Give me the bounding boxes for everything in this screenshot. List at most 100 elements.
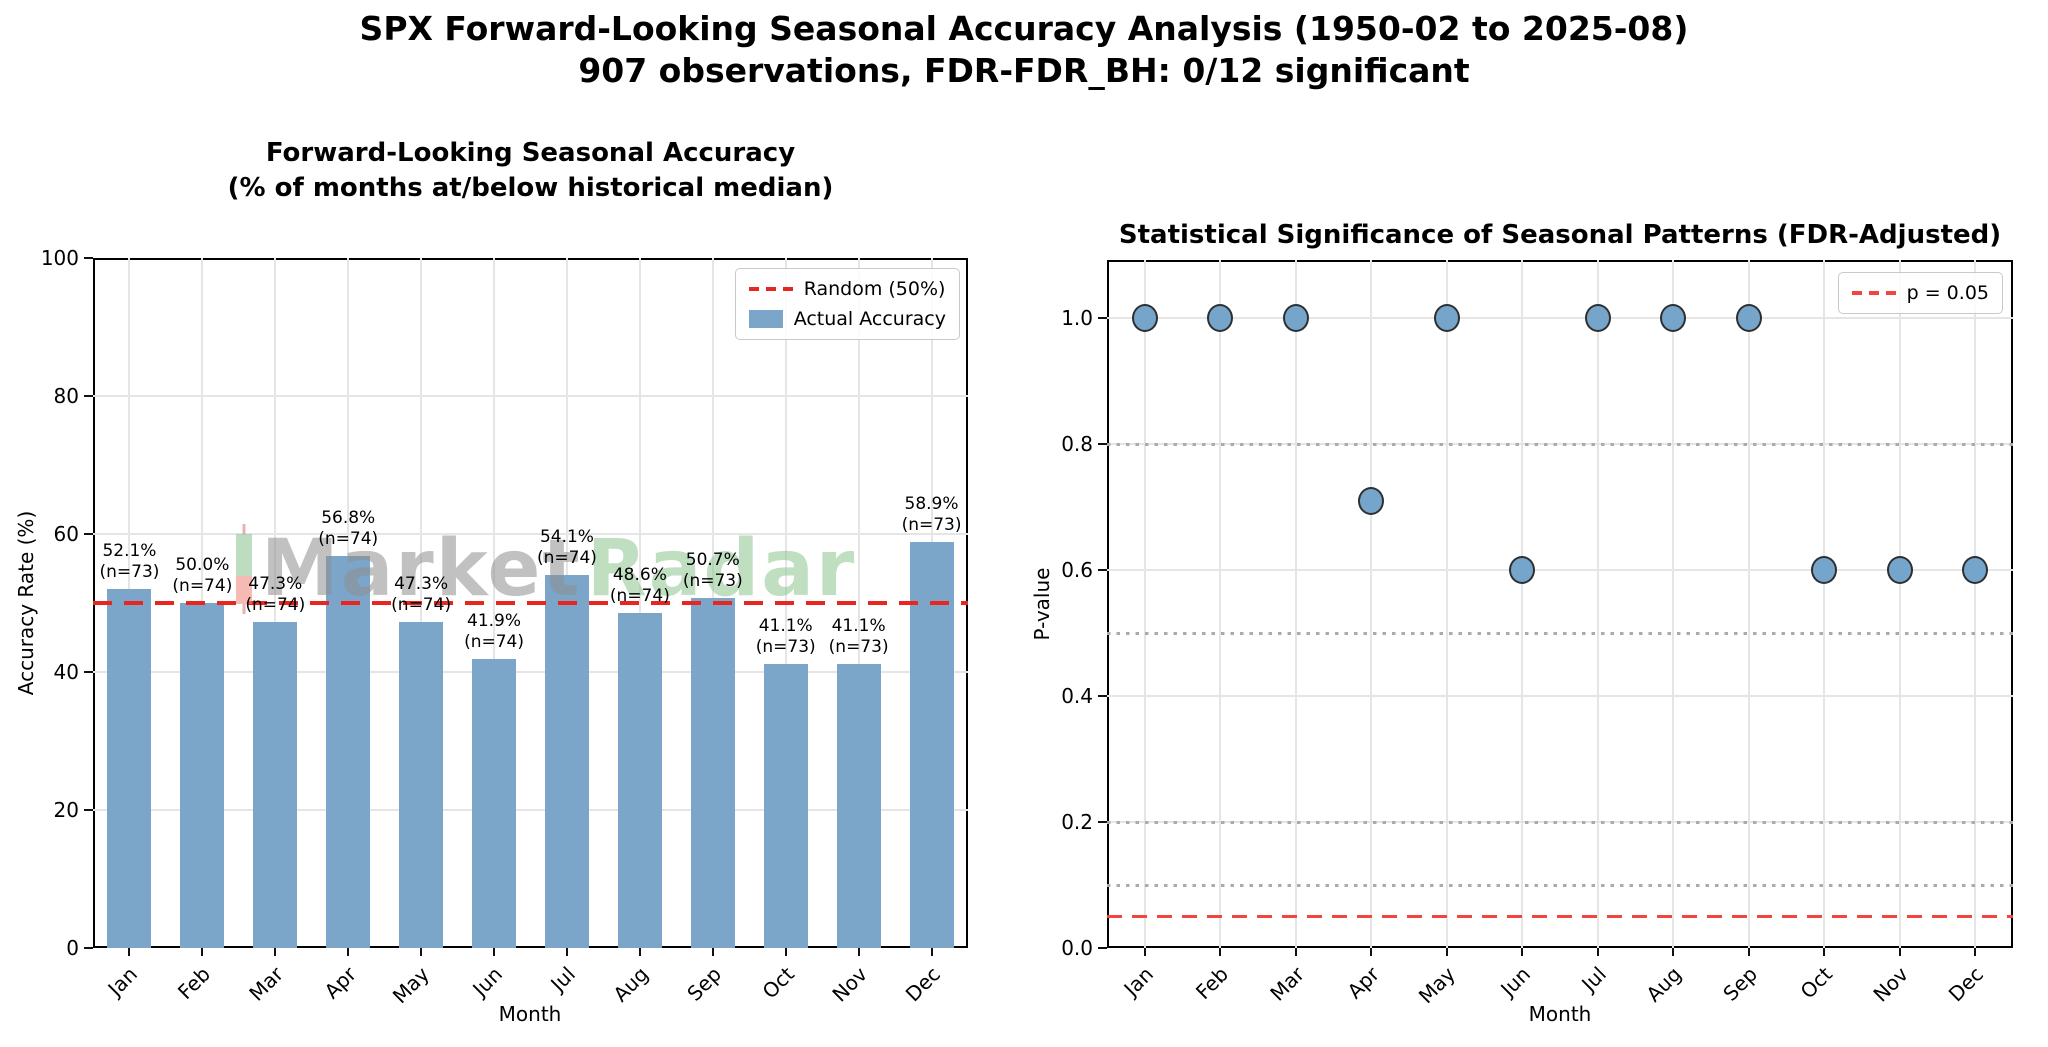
gridline-horizontal [1107,317,2013,319]
gridline-vertical [1143,260,1146,948]
gridline-vertical [1823,260,1826,948]
gridline-horizontal [93,533,968,535]
gridline-horizontal [93,809,968,811]
bar-chart-legend: Random (50%) Actual Accuracy [734,268,960,340]
pvalue-dot-nov [1886,556,1913,584]
bar-value-label: 52.1% (n=73) [99,540,160,582]
figure-title-line1: SPX Forward-Looking Seasonal Accuracy An… [359,9,1689,48]
y-tick-mark [1098,947,1107,949]
y-tick-mark [84,533,93,535]
x-tick-label-sep: Sep [682,962,726,1006]
dotted-threshold-line [1107,442,2013,446]
p005-reference-line [1107,914,2013,918]
bar-jun [472,658,517,948]
bar-value-label: 58.9% (n=73) [901,493,962,535]
y-tick-mark [1098,317,1107,319]
y-tick-label: 100 [40,246,79,270]
pvalue-dot-feb [1207,304,1234,332]
y-tick-label: 0.6 [1061,558,1093,582]
bar-feb [180,603,225,948]
x-tick-label-dec: Dec [900,962,945,1007]
x-tick-mark [784,948,787,956]
x-tick-mark [1143,948,1146,956]
x-tick-label-mar: Mar [244,962,289,1006]
bar-sep [690,598,735,948]
x-tick-mark [1370,948,1373,956]
bar-value-label: 50.7% (n=73) [682,550,743,592]
y-tick-mark [1098,569,1107,571]
bar-jan [107,588,152,948]
x-tick-label-feb: Feb [1191,962,1234,1005]
x-tick-label-mar: Mar [1265,962,1309,1006]
bar-jul [544,574,589,948]
x-tick-label-oct: Oct [1795,962,1838,1004]
x-tick-mark [1898,948,1901,956]
gridline-vertical [1974,260,1977,948]
y-tick-label: 0.4 [1061,684,1093,708]
x-tick-mark [1521,948,1524,956]
x-tick-mark [1823,948,1826,956]
dashed-line-icon [1851,291,1896,295]
bar-chart-xlabel: Month [498,1002,562,1026]
pvalue-dot-dec [1962,556,1989,584]
figure-title: SPX Forward-Looking Seasonal Accuracy An… [0,8,2048,92]
x-tick-mark [274,948,277,956]
pvalue-dot-jan [1131,304,1158,332]
x-tick-label-apr: Apr [1342,962,1385,1004]
x-tick-label-may: May [1413,962,1460,1009]
legend-item-accuracy: Actual Accuracy [748,308,946,330]
pvalue-dot-mar [1282,304,1309,332]
legend-item-random: Random (50%) [748,278,946,300]
bar-value-label: 41.9% (n=74) [464,610,524,652]
bar-value-label: 56.8% (n=74) [318,508,379,550]
y-tick-mark [1098,443,1107,445]
pvalue-dot-jul [1584,304,1611,332]
y-tick-mark [84,395,93,397]
pvalue-scatter-plot-area [1107,260,2013,948]
x-tick-mark [128,948,131,956]
bar-mar [253,621,298,948]
y-tick-label: 1.0 [1061,306,1093,330]
gridline-vertical [1370,260,1373,948]
bar-value-label: 48.6% (n=74) [609,564,670,606]
y-tick-mark [84,809,93,811]
random-reference-line [93,601,968,605]
pvalue-dot-apr [1358,486,1385,515]
bar-value-label: 47.3% (n=74) [245,573,306,615]
dashed-line-icon [748,287,793,291]
y-tick-label: 20 [53,798,79,822]
gridline-vertical [1596,260,1599,948]
x-tick-label-oct: Oct [757,962,799,1004]
gridline-horizontal [1107,569,2013,571]
dotted-threshold-line [1107,883,2013,887]
x-tick-mark [201,948,204,956]
gridline-vertical [1445,260,1448,948]
x-tick-label-nov: Nov [1868,962,1913,1007]
gridline-vertical [1294,260,1297,948]
figure-title-line2: 907 observations, FDR-FDR_BH: 0/12 signi… [578,51,1470,90]
x-tick-mark [347,948,350,956]
x-tick-label-jan: Jan [103,962,143,1001]
y-tick-label: 0.8 [1061,432,1093,456]
bar-value-label: 54.1% (n=74) [536,526,597,568]
y-tick-label: 0.0 [1061,936,1093,960]
x-tick-mark [493,948,496,956]
bar-patch-icon [748,310,783,328]
y-tick-mark [1098,821,1107,823]
bar-value-label: 50.0% (n=74) [172,555,233,596]
bar-may [399,621,444,948]
x-tick-mark [420,948,423,956]
y-tick-mark [84,257,93,259]
x-tick-label-nov: Nov [827,962,872,1007]
x-tick-mark [1596,948,1599,956]
bar-oct [763,664,808,948]
x-tick-mark [565,948,568,956]
pvalue-dot-may [1433,304,1460,332]
x-tick-mark [1294,948,1297,956]
x-tick-label-jan: Jan [1118,962,1158,1001]
bar-value-label: 41.1% (n=73) [828,616,889,658]
bar-value-label: 47.3% (n=74) [391,573,452,615]
bar-chart-title-line1: Forward-Looking Seasonal Accuracy [265,138,796,168]
x-tick-label-dec: Dec [1943,962,1989,1007]
